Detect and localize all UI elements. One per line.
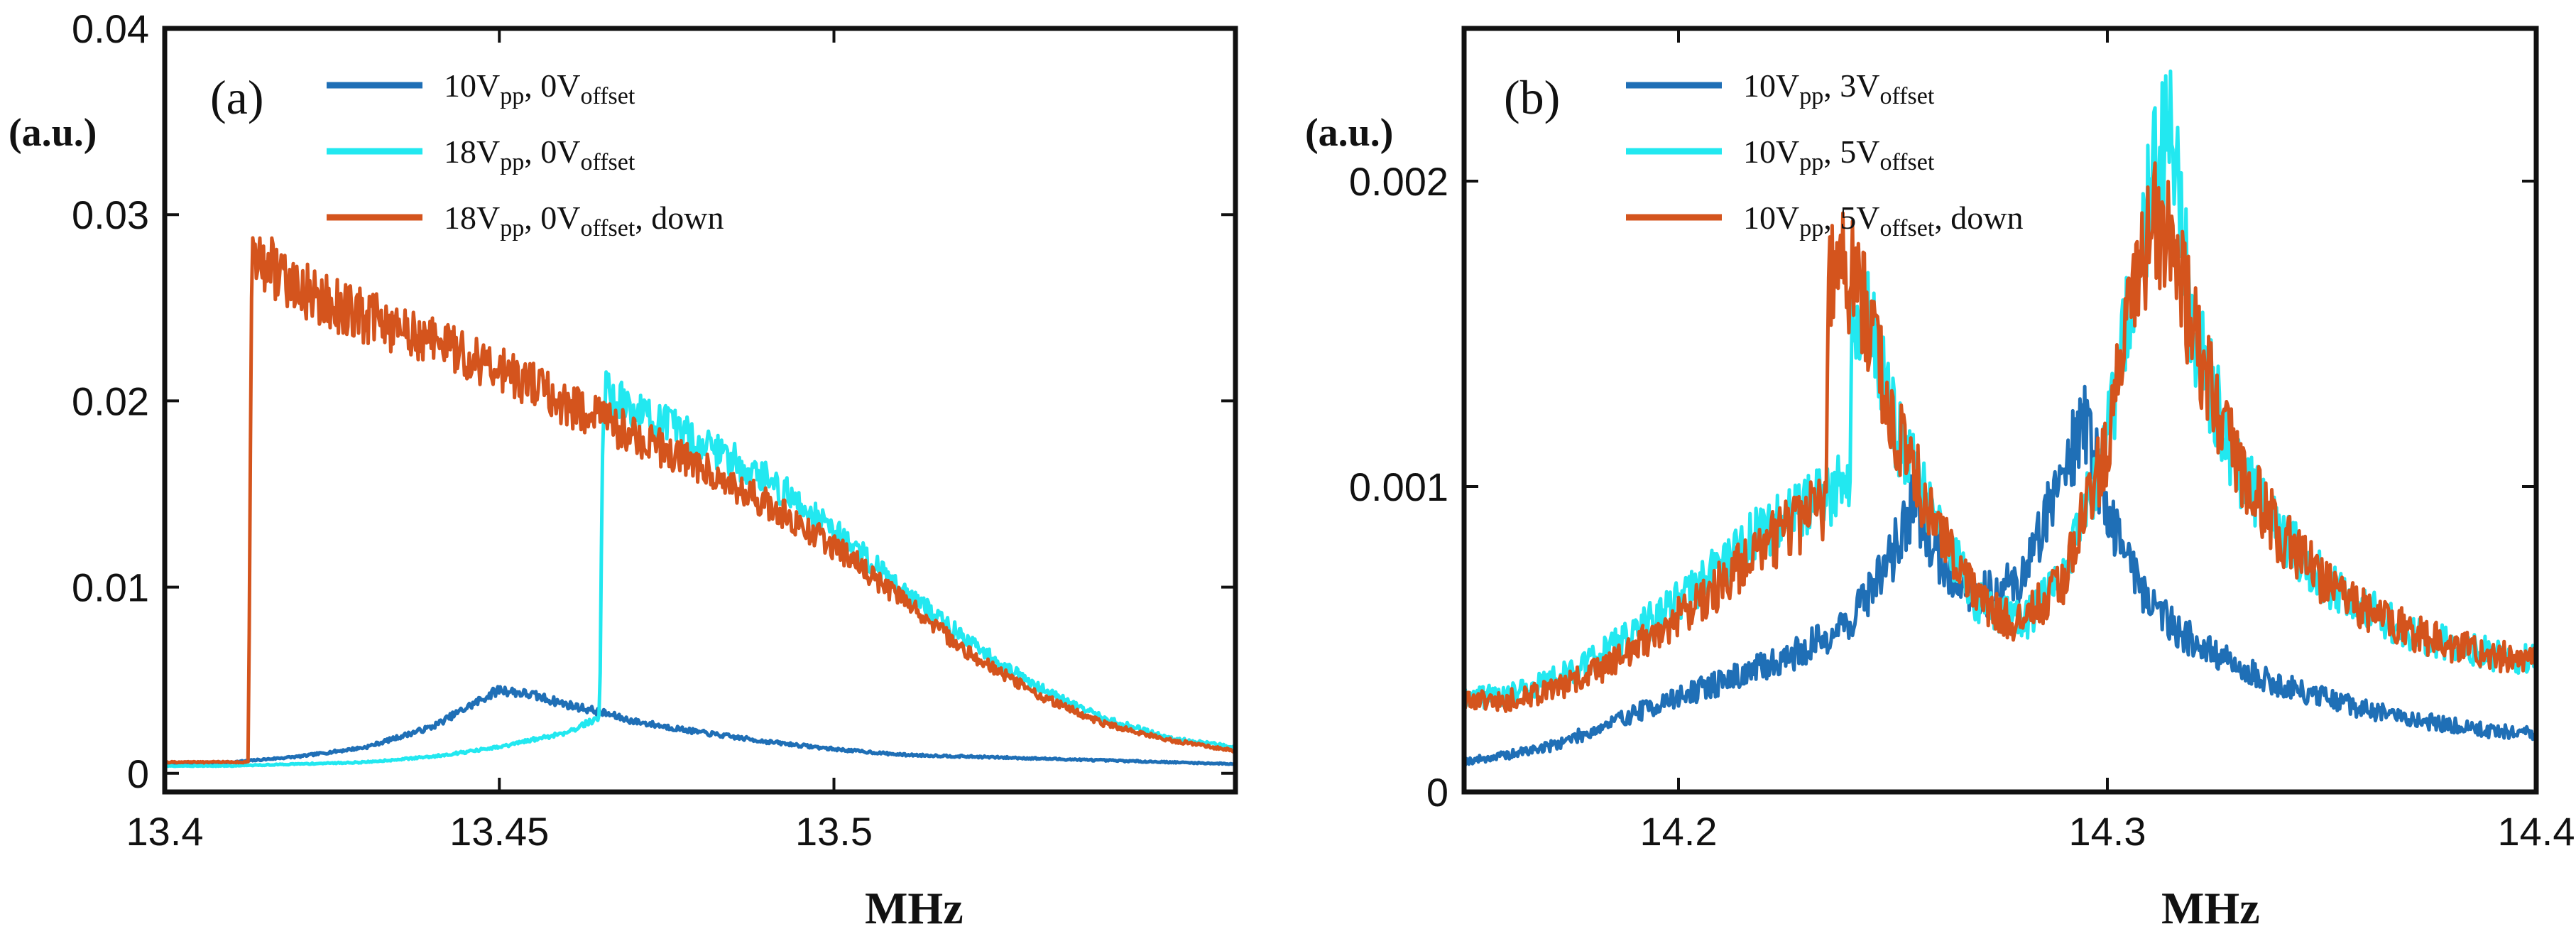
panel-b-y-tick-label-0: 0 [1426, 770, 1448, 815]
panel-a-x-tick-label-2: 13.5 [795, 809, 873, 854]
panel-a-x-tick-label-1: 13.45 [449, 809, 549, 854]
panel-b-series-line-2 [1462, 161, 2538, 713]
panel-a-label: (a) [210, 70, 263, 124]
panel-b-legend-entry-0: 10Vpp, 3Voffset [1743, 67, 1935, 109]
panel-b-label: (b) [1504, 70, 1560, 124]
panel-a-series [163, 236, 1236, 769]
panel-a-y-tick-label-3: 0.03 [72, 192, 149, 237]
panel-a-legend: 10Vpp, 0Voffset 18Vpp, 0Voffset 18Vpp, 0Vo… [327, 67, 724, 241]
panel-a-y-tick-label-1: 0.01 [72, 565, 149, 610]
panel-b-x-tick-label-0: 14.2 [1640, 809, 1718, 854]
panel-a-ticks: 13.4 13.45 13.5 0 0.01 0.02 0.03 0.04 [72, 6, 1235, 854]
panel-a-series-line-0 [163, 685, 1236, 766]
panel-b-series [1462, 69, 2538, 767]
panel-a-y-axis-label: (a.u.) [9, 111, 97, 155]
panel-a-legend-entry-0: 10Vpp, 0Voffset [444, 67, 635, 109]
panel-b: 14.2 14.3 14.4 0 0.001 0.002 (b) (a.u.) MHz 1… [1305, 26, 2575, 933]
panel-b-legend-entry-2: 10Vpp, 5Voffset, down [1743, 200, 2024, 241]
panel-b-legend-entry-1: 10Vpp, 5Voffset [1743, 134, 1935, 175]
panel-b-y-tick-label-1: 0.001 [1349, 465, 1448, 509]
panel-a-y-tick-label-4: 0.04 [72, 6, 149, 51]
panel-a-y-tick-label-0: 0 [127, 751, 149, 796]
panel-b-legend: 10Vpp, 3Voffset 10Vpp, 5Voffset 10Vpp, 5Vo… [1626, 67, 2024, 241]
panel-a-series-line-2 [164, 236, 1236, 765]
panel-a-x-tick-label-0: 13.4 [126, 809, 204, 854]
panel-b-y-tick-label-2: 0.002 [1349, 159, 1448, 204]
panel-a-legend-entry-1: 18Vpp, 0Voffset [444, 134, 635, 175]
panel-b-frame [1461, 26, 2539, 795]
panel-b-ticks: 14.2 14.3 14.4 0 0.001 0.002 [1349, 28, 2575, 854]
panel-b-y-axis-label: (a.u.) [1305, 111, 1393, 155]
panel-b-x-tick-label-1: 14.3 [2069, 809, 2146, 854]
panel-a-frame [162, 26, 1238, 795]
panel-a-legend-entry-2: 18Vpp, 0Voffset, down [444, 200, 724, 241]
panel-b-x-axis-label: MHz [2161, 883, 2260, 933]
panel-b-x-tick-label-2: 14.4 [2498, 809, 2575, 854]
panel-a-y-tick-label-2: 0.02 [72, 379, 149, 423]
panel-a-x-axis-label: MHz [865, 883, 964, 933]
panel-a: 13.4 13.45 13.5 0 0.01 0.02 0.03 0.04 (a) (a.u.… [9, 6, 1238, 933]
